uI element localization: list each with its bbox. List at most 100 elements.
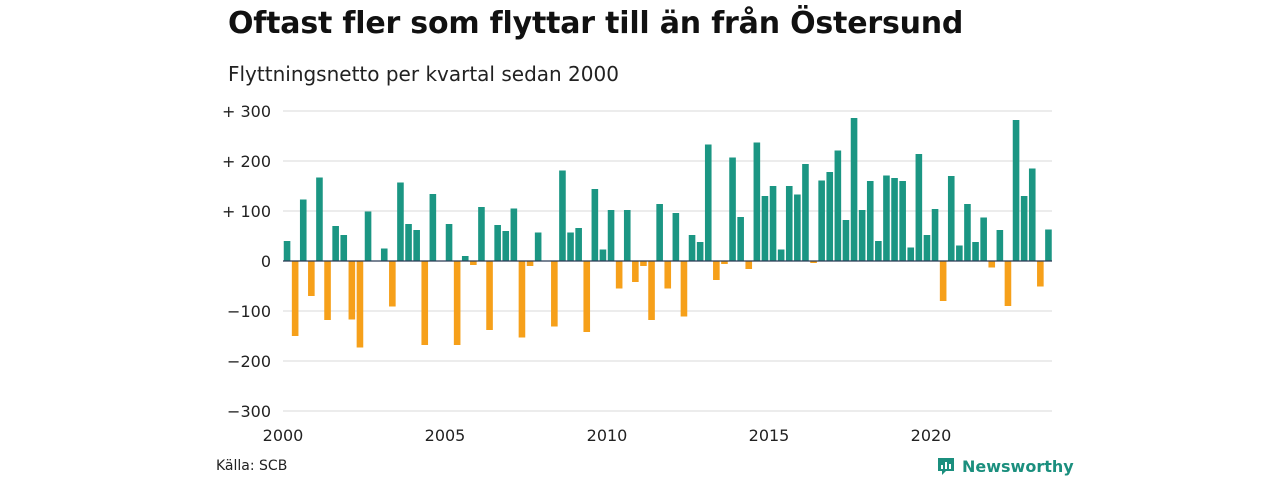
bar (470, 261, 477, 265)
bar (615, 261, 623, 289)
bar (551, 261, 558, 327)
bar (988, 261, 996, 268)
bar (858, 210, 866, 261)
bar (559, 170, 566, 261)
bar (340, 235, 348, 261)
bar (737, 217, 744, 261)
bar (356, 261, 364, 348)
bar (518, 261, 526, 338)
bar (729, 157, 736, 261)
bar (567, 232, 574, 261)
bar (1020, 196, 1028, 261)
bar (704, 144, 712, 261)
x-tick-label: 2000 (263, 426, 304, 445)
bar (632, 261, 639, 282)
source-note: Källa: SCB (216, 458, 288, 474)
bar (299, 199, 307, 261)
bar (713, 261, 720, 280)
x-tick-label: 2020 (911, 426, 952, 445)
bar (802, 164, 809, 261)
bar (664, 261, 672, 289)
bar (964, 204, 971, 261)
bar (785, 186, 793, 261)
bar (1037, 261, 1044, 287)
bar (591, 189, 599, 261)
bar (348, 261, 356, 320)
bar (850, 118, 858, 261)
bar (461, 256, 469, 261)
bar (486, 261, 493, 330)
bar (980, 217, 987, 261)
bar (899, 181, 906, 261)
bar (502, 231, 510, 261)
bar (761, 196, 769, 261)
y-tick-label: −200 (227, 352, 271, 371)
bar (421, 261, 429, 345)
bar (397, 182, 404, 261)
bar (842, 220, 850, 261)
bar (794, 194, 801, 261)
bar (332, 226, 339, 261)
bar (308, 261, 315, 296)
bar (818, 180, 825, 261)
bar (875, 241, 882, 261)
bar (413, 230, 420, 261)
bar (939, 261, 947, 301)
chart-title: Oftast fler som flyttar till än från Öst… (228, 6, 964, 41)
bar (745, 261, 753, 269)
bar (923, 235, 931, 261)
bar (680, 261, 688, 317)
bar (364, 211, 372, 261)
bar (648, 261, 655, 320)
x-tick-label: 2015 (749, 426, 790, 445)
bar (826, 172, 834, 261)
bar (623, 210, 631, 261)
bar (575, 228, 582, 261)
brand-name: Newsworthy (962, 456, 1074, 476)
y-tick-label: + 100 (222, 202, 271, 221)
bar (526, 261, 534, 266)
y-tick-label: −100 (227, 302, 271, 321)
bar (291, 261, 299, 336)
bar (1004, 261, 1012, 306)
bar (1045, 229, 1052, 261)
bar (834, 150, 842, 261)
bar (810, 261, 817, 263)
bar (510, 208, 518, 261)
bar (777, 249, 785, 261)
brand-logo[interactable]: Newsworthy (936, 456, 1074, 476)
bar (583, 261, 591, 332)
bar (405, 224, 412, 261)
bar (599, 249, 607, 261)
bar (445, 224, 453, 261)
x-tick-label: 2010 (587, 426, 628, 445)
bar (656, 204, 663, 261)
y-tick-label: + 200 (222, 152, 271, 171)
bar (721, 261, 728, 264)
chart-badge-icon (938, 458, 954, 475)
bar (891, 178, 898, 261)
bar (907, 247, 915, 261)
bar (956, 245, 963, 261)
bar (931, 209, 939, 261)
bar (866, 181, 874, 261)
bar (996, 230, 1004, 261)
bar (915, 154, 923, 261)
bar (494, 225, 501, 261)
bar (534, 232, 542, 261)
bar (324, 261, 331, 320)
bar (429, 194, 437, 261)
bar (972, 242, 979, 261)
bar (1028, 168, 1036, 261)
bar (1012, 120, 1020, 261)
bar (947, 176, 955, 261)
bar (478, 207, 485, 261)
y-tick-label: 0 (261, 252, 271, 271)
chart-subtitle: Flyttningsnetto per kvartal sedan 2000 (228, 62, 619, 86)
bar (753, 142, 761, 261)
bar (640, 261, 647, 266)
bar (607, 210, 615, 261)
bar (883, 175, 890, 261)
y-tick-label: + 300 (222, 102, 271, 121)
